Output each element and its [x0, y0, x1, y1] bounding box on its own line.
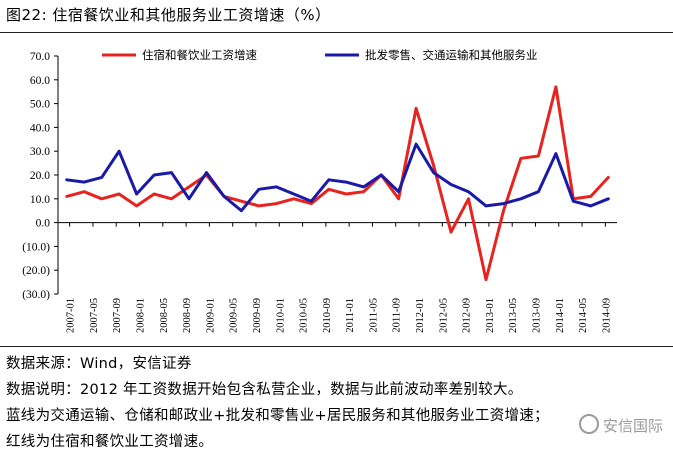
wage-growth-chart: (30.0) (20.0) (10.0) 0.0 10.0 20.0 30.0 40.0 50.…: [22, 48, 617, 333]
axes: (30.0) (20.0) (10.0) 0.0 10.0 20.0 30.0 40.0 50.…: [22, 51, 617, 333]
title-rule: [0, 32, 673, 33]
y-tick-label: 70.0: [30, 51, 50, 63]
figure-title: 图22: 住宿餐饮业和其他服务业工资增速（%）: [6, 6, 331, 24]
chart-bottom-rule: [0, 346, 673, 347]
data-note-2: 蓝线为交通运输、仓储和邮政业+批发和零售业+居民服务和其他服务业工资增速；: [6, 408, 549, 424]
series-line-2: [65, 142, 610, 213]
y-tick-label: (30.0): [22, 289, 50, 301]
x-tick-label: 2012-01: [415, 298, 426, 333]
x-tick-label: 2009-09: [252, 298, 263, 333]
watermark-text: 安信国际: [602, 417, 663, 435]
x-tick-label: 2007-05: [89, 298, 100, 333]
data-source: 数据来源：Wind，安信证券: [6, 356, 192, 372]
series-line-1: [65, 85, 610, 282]
x-tick-label: 2014-09: [601, 298, 612, 333]
x-tick-label: 2007-01: [66, 298, 77, 333]
x-tick-label: 2013-01: [485, 298, 496, 333]
x-tick-label: 2012-09: [462, 298, 473, 333]
wechat-icon: [578, 414, 599, 434]
x-tick-label: 2008-05: [159, 298, 170, 333]
x-tick-label: 2011-05: [368, 298, 379, 333]
y-tick-label: 60.0: [30, 75, 50, 87]
data-note-3: 红线为住宿和餐饮业工资增速。: [6, 434, 214, 450]
x-tick-label: 2010-01: [275, 298, 286, 333]
data-note-1: 数据说明：2012 年工资数据开始包含私营企业，数据与此前波动率差别较大。: [6, 382, 523, 398]
legend: 住宿和餐饮业工资增速 批发零售、交通运输和其他服务业: [102, 48, 538, 62]
x-tick-label: 2011-09: [392, 298, 403, 333]
y-tick-label: 50.0: [30, 99, 50, 111]
x-tick-label: 2009-05: [229, 298, 240, 333]
y-tick-label: 10.0: [30, 194, 50, 206]
series-lines: [65, 85, 610, 282]
y-tick-label: 30.0: [30, 146, 50, 158]
x-tick-label: 2012-05: [438, 298, 449, 333]
x-tick-label: 2011-01: [345, 298, 356, 333]
x-tick-label: 2014-01: [555, 298, 566, 333]
y-tick-label: (20.0): [22, 265, 50, 277]
x-tick-label: 2008-09: [182, 298, 193, 333]
x-tick-label: 2010-09: [322, 298, 333, 333]
y-tick-label: 20.0: [30, 170, 50, 182]
y-tick-label: (10.0): [22, 241, 50, 253]
y-tick-label: 40.0: [30, 122, 50, 134]
x-tick-label: 2009-01: [205, 298, 216, 333]
y-tick-label: 0.0: [36, 218, 51, 230]
watermark: 安信国际: [578, 414, 663, 436]
legend-label-1: 住宿和餐饮业工资增速: [142, 48, 257, 62]
x-tick-label: 2013-05: [508, 298, 519, 333]
legend-label-2: 批发零售、交通运输和其他服务业: [365, 48, 538, 62]
x-tick-label: 2013-09: [531, 298, 542, 333]
x-tick-label: 2014-05: [578, 298, 589, 333]
x-tick-label: 2010-05: [299, 298, 310, 333]
x-tick-label: 2007-09: [112, 298, 123, 333]
x-tick-label: 2008-01: [136, 298, 147, 333]
